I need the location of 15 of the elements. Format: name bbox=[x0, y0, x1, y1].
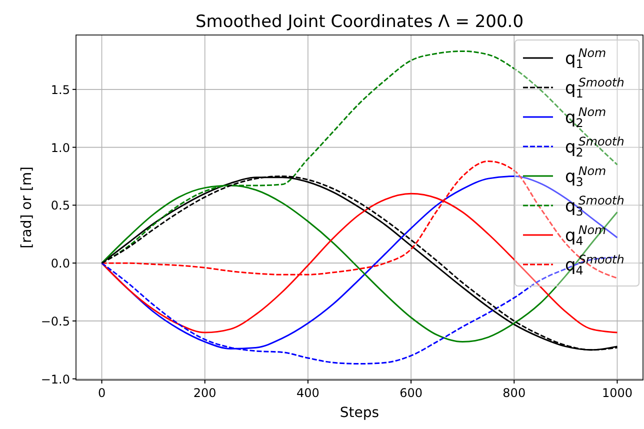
chart-title: Smoothed Joint Coordinates Λ = 200.0 bbox=[195, 12, 524, 32]
y-axis-title: [rad] or [m] bbox=[19, 166, 35, 248]
x-tick-label: 1000 bbox=[602, 386, 632, 400]
y-tick-label: 1.0 bbox=[50, 140, 70, 155]
x-tick-label: 0 bbox=[98, 386, 106, 400]
x-tick-label: 400 bbox=[296, 386, 320, 400]
x-axis-title: Steps bbox=[340, 405, 380, 421]
y-tick-label: 1.5 bbox=[50, 82, 70, 97]
y-tick-label: −1.0 bbox=[40, 372, 70, 386]
x-tick-label: 800 bbox=[502, 386, 526, 400]
x-tick-label: 200 bbox=[193, 386, 216, 400]
x-tick-label: 600 bbox=[400, 386, 422, 400]
y-tick-label: 0.0 bbox=[50, 256, 70, 271]
y-tick-label: −0.5 bbox=[40, 314, 70, 328]
y-tick-label: 0.5 bbox=[50, 198, 70, 213]
